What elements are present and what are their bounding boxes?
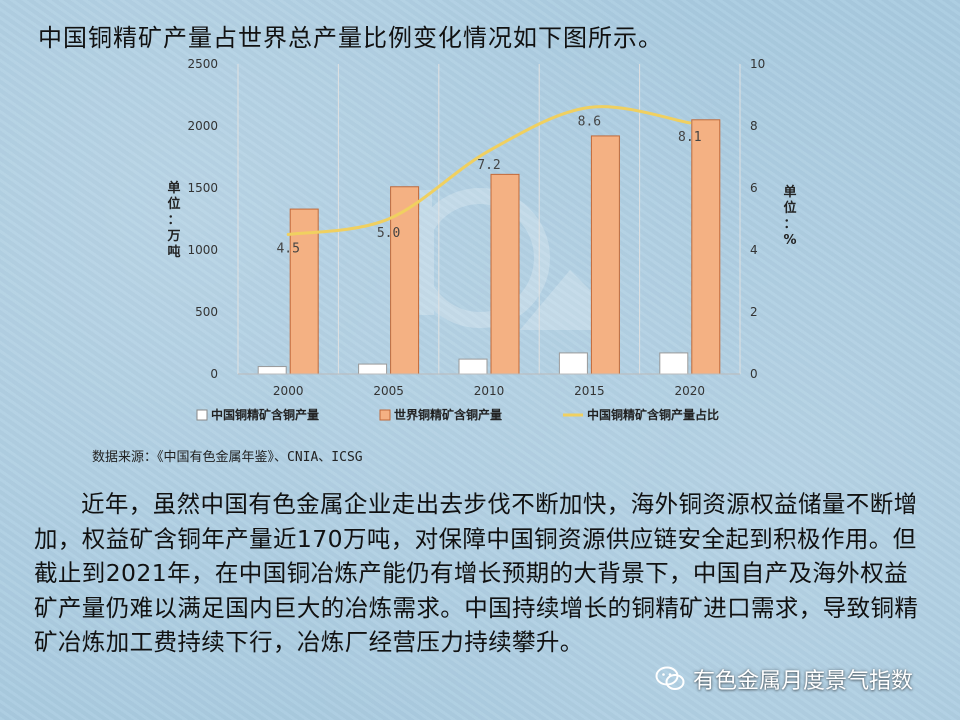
y-axis-title: 单位：万吨: [166, 180, 180, 260]
y-tick-label: 2000: [187, 119, 218, 133]
chart-line: 4.5 5.0 7.2 8.6 8.1: [276, 105, 702, 257]
y2-tick-label: 8: [750, 119, 758, 133]
ratio-data-label: 7.2: [477, 158, 500, 173]
ratio-line: [286, 105, 692, 236]
data-source-note: 数据来源：《中国有色金属年鉴》、CNIA、ICSG: [92, 450, 363, 465]
y-tick-label: 1500: [187, 181, 218, 195]
y2-tick-label: 10: [750, 57, 765, 71]
bar-china-output: [558, 352, 588, 375]
chart-bars: [257, 119, 721, 375]
y2-tick-label: 4: [750, 243, 758, 257]
bar-world-output: [490, 173, 520, 375]
x-tick-label: 2000: [273, 384, 304, 398]
legend-label: 中国铜精矿含铜产量占比: [587, 407, 719, 422]
page-heading: 中国铜精矿产量占世界总产量比例变化情况如下图所示。: [38, 24, 663, 52]
account-name: 有色金属月度景气指数: [693, 669, 914, 694]
ratio-data-label: 8.6: [578, 114, 601, 129]
y2-tick-label: 2: [750, 305, 758, 319]
legend-swatch: [196, 409, 208, 421]
account-badge: 有色金属月度景气指数: [655, 663, 913, 695]
bar-china-output: [458, 358, 488, 375]
y-tick-label: 0: [210, 367, 218, 381]
body-paragraph: 近年，虽然中国有色金属企业走出去步伐不断加快，海外铜资源权益储量不断增加，权益矿…: [34, 490, 919, 656]
y-tick-label: 1000: [187, 243, 218, 257]
bar-world-output: [289, 208, 319, 375]
bar-world-output: [691, 119, 721, 375]
bar-china-output: [659, 352, 689, 375]
chart-container: 4.5 5.0 7.2 8.6 8.1 0 500 1000 1500 2000 2500 0 2 4 6…: [166, 57, 796, 422]
bar-china-output: [257, 366, 287, 375]
y2-tick-label: 0: [750, 367, 758, 381]
ratio-data-label: 5.0: [377, 226, 400, 241]
legend-swatch: [379, 409, 391, 421]
x-tick-label: 2010: [474, 384, 505, 398]
legend-label: 中国铜精矿含铜产量: [211, 407, 319, 422]
x-tick-label: 2015: [574, 384, 605, 398]
wechat-icon: [655, 666, 685, 690]
chart-svg: 4.5 5.0 7.2 8.6 8.1 0 500 1000 1500 2000 2500 0 2 4 6…: [166, 57, 796, 422]
chart-legend: 中国铜精矿含铜产量 世界铜精矿含铜产量 中国铜精矿含铜产量占比: [196, 407, 719, 422]
y2-tick-label: 6: [750, 181, 758, 195]
legend-label: 世界铜精矿含铜产量: [394, 407, 502, 422]
chart-grid: [237, 64, 741, 374]
ratio-data-label: 4.5: [276, 242, 299, 257]
bar-china-output: [358, 363, 388, 375]
x-tick-label: 2005: [373, 384, 404, 398]
ratio-data-label: 8.1: [678, 130, 701, 145]
chart-axes: 0 500 1000 1500 2000 2500 0 2 4 6 8 10 2000 2005 2010 2…: [166, 57, 796, 398]
y-tick-label: 500: [195, 305, 218, 319]
x-tick-label: 2020: [675, 384, 706, 398]
bar-world-output: [390, 186, 420, 375]
bar-world-output: [590, 135, 620, 375]
y-tick-label: 2500: [187, 57, 218, 71]
y2-axis-title: 单位：%: [783, 184, 796, 248]
